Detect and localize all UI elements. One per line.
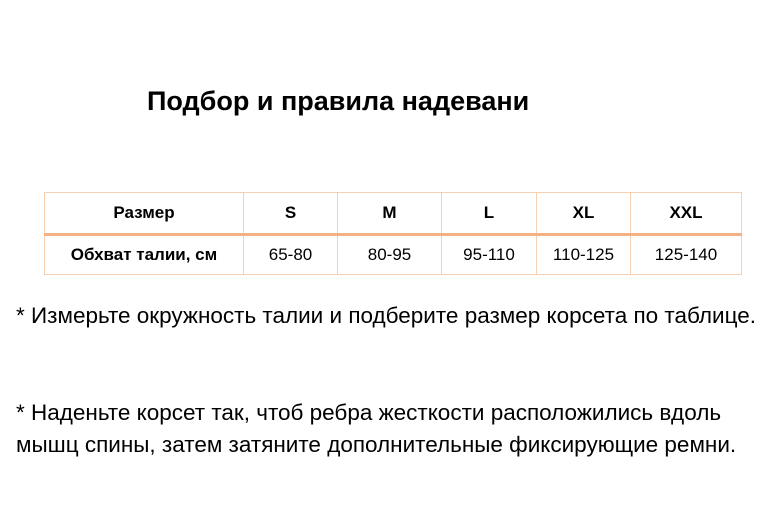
size-table: Размер S M L XL XXL Обхват талии, см 65-… [44, 192, 742, 275]
header-cell: XL [536, 192, 631, 236]
table-row: Обхват талии, см 65-80 80-95 95-110 110-… [44, 234, 742, 275]
instruction-measure: * Измерьте окружность талии и подберите … [16, 303, 756, 328]
table-header-row: Размер S M L XL XXL [44, 192, 742, 236]
header-cell: XXL [630, 192, 742, 236]
row-label: Обхват талии, см [44, 234, 244, 275]
table-cell: 95-110 [441, 234, 537, 275]
table-cell: 125-140 [630, 234, 742, 275]
header-cell: S [243, 192, 338, 236]
header-cell: Размер [44, 192, 244, 236]
table-cell: 110-125 [536, 234, 631, 275]
page-title: Подбор и правила надевани [147, 86, 530, 116]
table-cell: 80-95 [337, 234, 442, 275]
instruction-wear: * Наденьте корсет так, чтоб ребра жестко… [16, 400, 737, 457]
header-cell: L [441, 192, 537, 236]
header-cell: M [337, 192, 442, 236]
table-cell: 65-80 [243, 234, 338, 275]
